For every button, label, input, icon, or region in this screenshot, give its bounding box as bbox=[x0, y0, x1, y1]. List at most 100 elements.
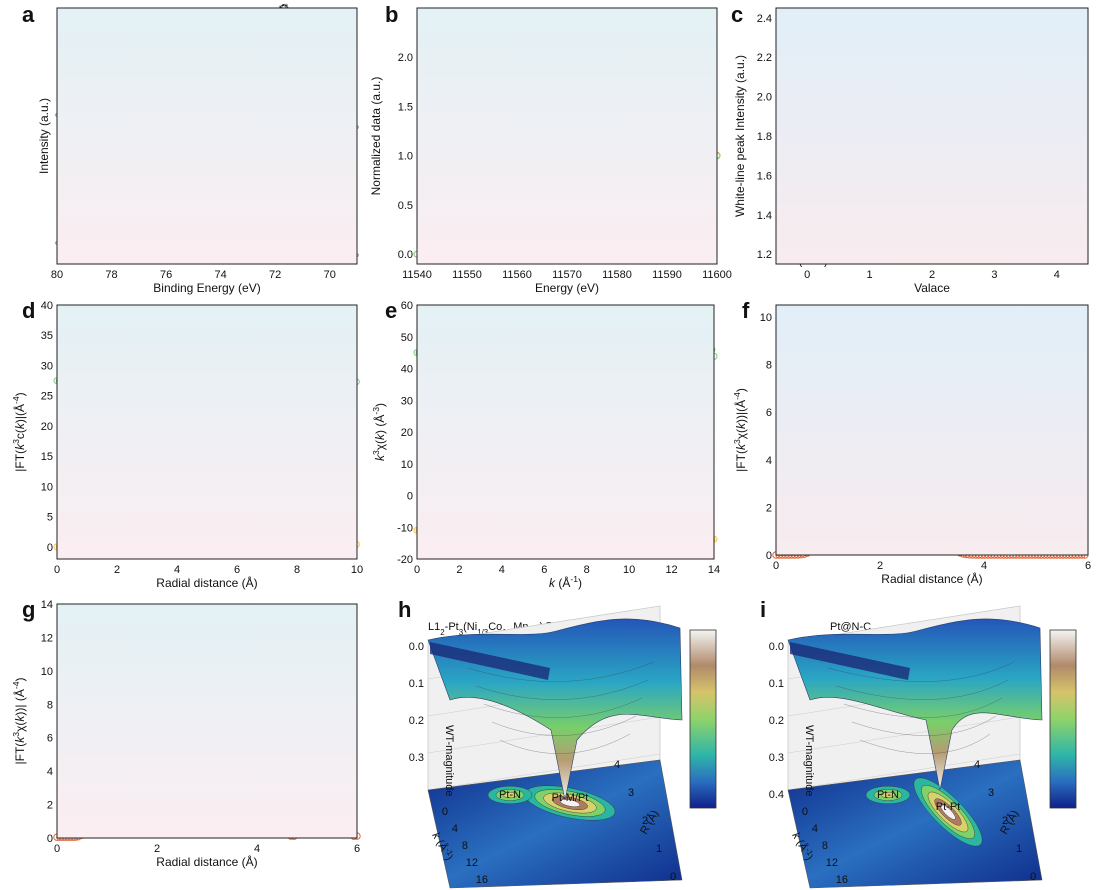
y-tick-label: 6 bbox=[47, 733, 53, 745]
text-span: c( bbox=[13, 429, 27, 439]
panel-g-plot bbox=[56, 603, 358, 839]
x-tick-label: 2 bbox=[929, 269, 935, 281]
panel-label: b bbox=[385, 2, 398, 27]
text-span: ))|(Å bbox=[733, 400, 748, 423]
contour-ring bbox=[880, 792, 896, 799]
z-tick-label: 0.4 bbox=[769, 789, 784, 801]
y-tick-label: 8 bbox=[766, 360, 772, 372]
panel-label: i bbox=[760, 597, 766, 622]
x-tick-label: 11590 bbox=[652, 269, 682, 281]
text-span: -4 bbox=[11, 396, 21, 404]
text-span: k bbox=[429, 831, 442, 842]
y-tick-label: 10 bbox=[41, 481, 53, 493]
y-tick-label: 0 bbox=[766, 550, 772, 562]
k-tick-label: 8 bbox=[822, 840, 828, 852]
x-tick-label: 4 bbox=[499, 564, 505, 576]
x-tick-label: 2 bbox=[877, 560, 883, 572]
y-tick-label: 30 bbox=[41, 360, 53, 372]
k-tick-label: 0 bbox=[442, 806, 448, 818]
y-tick-label: 0.5 bbox=[398, 200, 413, 212]
y-tick-label: 2.2 bbox=[757, 52, 772, 64]
x-axis-label: Valace bbox=[914, 281, 950, 295]
text-span: k bbox=[373, 454, 387, 461]
k-tick-label: 12 bbox=[466, 857, 478, 869]
text-span: k bbox=[789, 831, 802, 842]
text-span: |FT( bbox=[13, 743, 27, 765]
x-tick-label: 6 bbox=[1085, 560, 1091, 572]
y-axis-label: White-line peak Intensity (a.u.) bbox=[733, 55, 747, 217]
panel-i: iPt@N-C0.00.10.20.30.4 WT-magnitude048121… bbox=[760, 597, 1077, 889]
x-tick-label: 0 bbox=[54, 843, 60, 855]
y-tick-label: 8 bbox=[47, 699, 53, 711]
x-tick-label: 70 bbox=[324, 269, 336, 281]
y-tick-label: 40 bbox=[41, 300, 53, 312]
x-tick-label: 11550 bbox=[452, 269, 482, 281]
y-tick-label: 2 bbox=[47, 800, 53, 812]
text-span: 3 bbox=[459, 628, 464, 637]
surface-contour bbox=[835, 679, 1009, 700]
r-tick-label: 0 bbox=[1030, 871, 1036, 883]
r-tick-label: 3 bbox=[628, 787, 634, 799]
x-tick-label: 6 bbox=[234, 564, 240, 576]
text-span: k bbox=[13, 422, 27, 429]
text-span: k bbox=[13, 443, 27, 450]
y-tick-label: 20 bbox=[401, 427, 413, 439]
y-tick-label: -10 bbox=[397, 522, 413, 534]
x-tick-label: 4 bbox=[174, 564, 180, 576]
text-span: White-line peak Intensity (a.u.) bbox=[733, 55, 747, 217]
text-span: 2 bbox=[440, 628, 444, 637]
y-tick-label: 4 bbox=[766, 455, 772, 467]
r-tick-label: 1 bbox=[656, 843, 662, 855]
text-span: k bbox=[13, 736, 27, 743]
x-tick-label: 8 bbox=[584, 564, 590, 576]
y-tick-label: 2.0 bbox=[757, 92, 772, 104]
grid-line bbox=[787, 716, 1021, 754]
y-axis-label: |FT(k3χ(k))|(Å-4) bbox=[732, 388, 748, 472]
y-axis-label: Intensity (a.u.) bbox=[37, 98, 51, 174]
surface-contour bbox=[827, 661, 1015, 682]
text-span: ) (Å bbox=[372, 415, 387, 434]
text-span: -1 bbox=[444, 846, 456, 857]
k-tick-label: 4 bbox=[812, 823, 818, 835]
x-tick-label: 11570 bbox=[552, 269, 582, 281]
surface-contour bbox=[859, 733, 991, 754]
panel-b-plot bbox=[416, 7, 718, 265]
text-span: 3 bbox=[732, 439, 742, 444]
k-axis-label: k (Å-1) bbox=[429, 829, 457, 862]
k-tick-label: 16 bbox=[476, 874, 488, 886]
y-tick-label: 1.4 bbox=[757, 210, 772, 222]
text-span: (Å bbox=[792, 835, 811, 854]
text-span: ) bbox=[734, 388, 748, 392]
text-span: χ( bbox=[734, 429, 748, 439]
text-span: -1 bbox=[804, 846, 816, 857]
x-tick-label: 11560 bbox=[502, 269, 532, 281]
x-axis-label: Radial distance (Å) bbox=[156, 854, 257, 869]
grid-line bbox=[427, 753, 661, 791]
y-tick-label: 35 bbox=[41, 330, 53, 342]
colorbar bbox=[689, 629, 717, 809]
x-tick-label: 80 bbox=[51, 269, 63, 281]
text-span: |FT( bbox=[13, 450, 27, 472]
y-tick-label: 0 bbox=[407, 491, 413, 503]
text-span: Intensity (a.u.) bbox=[37, 98, 51, 174]
x-tick-label: 4 bbox=[254, 843, 260, 855]
ridge bbox=[790, 642, 910, 680]
y-tick-label: 0.0 bbox=[398, 249, 413, 261]
z-tick-label: 0.2 bbox=[769, 715, 784, 727]
surface-contour bbox=[843, 697, 1003, 718]
z-tick-label: 0.0 bbox=[409, 641, 424, 653]
r-tick-label: 2 bbox=[1002, 815, 1008, 827]
peak-label: Pt-N bbox=[499, 789, 521, 801]
x-tick-label: 14 bbox=[708, 564, 720, 576]
text-span: ) bbox=[578, 576, 582, 590]
text-span: k bbox=[373, 433, 387, 440]
y-tick-label: 4 bbox=[47, 766, 53, 778]
x-tick-label: 11600 bbox=[702, 269, 732, 281]
top-raw-point bbox=[284, 3, 289, 8]
surface-contour bbox=[499, 733, 631, 754]
text-span: k bbox=[13, 715, 27, 722]
y-tick-label: 0 bbox=[47, 833, 53, 845]
x-tick-label: 74 bbox=[215, 269, 227, 281]
z-tick-label: 0.1 bbox=[769, 678, 784, 690]
panel-c-plot bbox=[775, 7, 1089, 265]
